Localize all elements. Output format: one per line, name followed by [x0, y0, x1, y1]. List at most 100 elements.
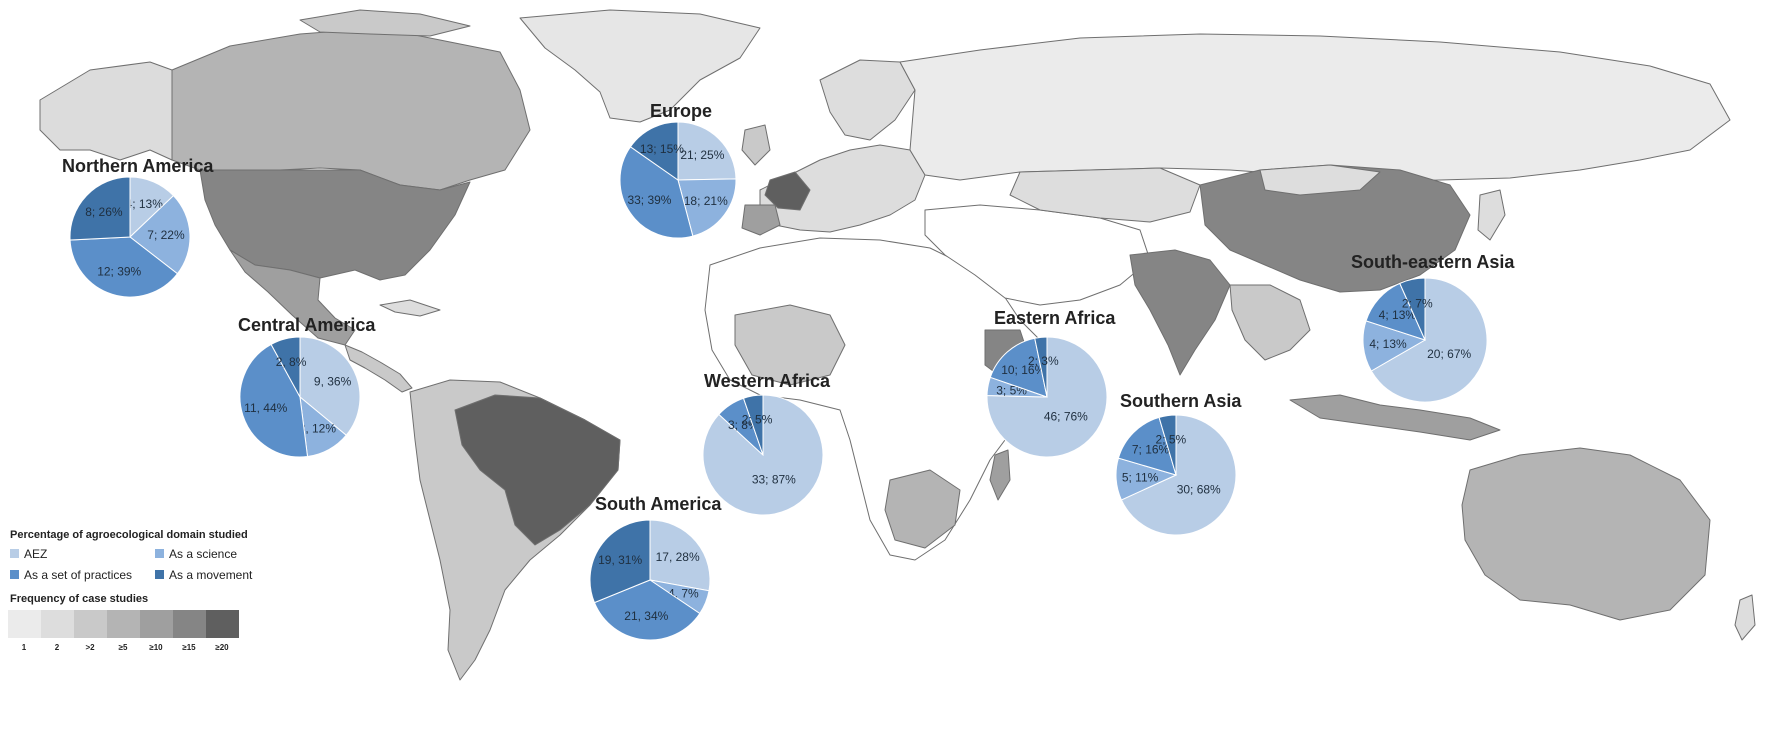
region-title-eastern-africa: Eastern Africa [994, 308, 1116, 328]
pie-slice-central-america-aez [299, 336, 361, 436]
china-shape [1199, 164, 1471, 293]
pie-label-south-eastern-asia-as-a-science: 4; 13% [1369, 337, 1407, 351]
pie-label-central-america-as-a-set-of-practices: 11, 44% [244, 401, 287, 415]
pie-northern-america: 4; 13% 7; 22% 12; 39% 8; 26% [69, 176, 191, 298]
legend-frequency-title: Frequency of case studies [10, 593, 148, 605]
pie-slice-europe-as-a-science [677, 178, 737, 237]
region-title-northern-america: Northern America [62, 156, 214, 176]
pie-label-south-eastern-asia-as-a-set-of-practices: 4; 13% [1379, 308, 1417, 322]
pie-label-eastern-africa-as-a-movement: 2; 3% [1028, 354, 1059, 368]
pie-label-europe-aez: 21; 25% [680, 148, 724, 162]
pie-slice-southern-asia-as-a-set-of-practices [1117, 416, 1177, 476]
pie-label-south-america-as-a-movement: 19, 31% [598, 553, 642, 567]
pie-eastern-africa: 46; 76%3; 5%10; 16%2; 3% [986, 336, 1108, 458]
new-zealand-shape [1734, 594, 1756, 641]
frequency-swatch-2 [41, 610, 74, 638]
pie-label-eastern-africa-as-a-set-of-practices: 10; 16% [1001, 363, 1045, 377]
pie-slice-europe-aez [677, 121, 737, 181]
pie-label-south-eastern-asia-aez: 20; 67% [1427, 347, 1471, 361]
legend-item-science: As a science [169, 547, 237, 561]
brazil-shape [454, 394, 621, 546]
pie-label-central-america-aez: 9, 36% [314, 375, 352, 389]
pie-label-eastern-africa-aez: 46; 76% [1044, 409, 1088, 423]
iberia-shape [741, 204, 781, 236]
mongolia-shape [1259, 164, 1381, 196]
region-title-southern-asia: Southern Asia [1120, 391, 1242, 411]
legend-swatch-practices [10, 570, 19, 579]
frequency-label-7: ≥20 [215, 643, 229, 652]
pie-slice-southern-asia-aez [1120, 414, 1237, 536]
pie-slice-south-america-as-a-set-of-practices [593, 579, 701, 641]
pie-western-africa: 33; 87%3; 8%2; 5% [702, 394, 824, 516]
pie-label-europe-as-a-set-of-practices: 33; 39% [627, 193, 671, 207]
pie-label-northern-america-as-a-movement: 8; 26% [85, 205, 123, 219]
legend-swatch-science [155, 549, 164, 558]
europe-shape [759, 144, 926, 233]
pie-slice-northern-america-as-a-set-of-practices [69, 236, 179, 298]
france-shape [764, 171, 811, 211]
frequency-label-4: ≥5 [119, 643, 128, 652]
madagascar-shape [989, 449, 1011, 501]
pie-slice-southern-asia-as-a-movement [1158, 414, 1177, 476]
frequency-label-1: 1 [22, 643, 27, 652]
pie-label-south-america-as-a-set-of-practices: 21, 34% [624, 609, 668, 623]
russia-shape [899, 33, 1731, 183]
indonesia-shape [1289, 394, 1501, 441]
pie-south-america: 17, 28%4, 7%21, 34%19, 31% [589, 519, 711, 641]
africa-west-countries [734, 304, 846, 386]
india-shape [1129, 249, 1231, 376]
pie-label-southern-asia-as-a-movement: 2; 5% [1156, 432, 1187, 446]
pie-slice-south-america-aez [649, 519, 711, 592]
legend-item-aez: AEZ [24, 547, 47, 561]
pie-label-central-america-as-a-movement: 2, 8% [276, 355, 307, 369]
pie-slice-eastern-africa-as-a-set-of-practices [989, 337, 1048, 398]
central-america-shape [344, 344, 413, 393]
canada-shape [171, 27, 531, 191]
alaska-shape [39, 61, 173, 161]
scandinavia-shape [819, 59, 916, 141]
pie-label-southern-asia-as-a-science: 5; 11% [1122, 471, 1159, 485]
legend-domain-title: Percentage of agroecological domain stud… [10, 529, 248, 541]
central-asia-shape [1009, 167, 1201, 223]
pie-slice-europe-as-a-set-of-practices [619, 146, 694, 239]
pie-label-western-africa-as-a-movement: 2; 5% [742, 412, 773, 426]
pie-label-europe-as-a-science: 18; 21% [684, 194, 728, 208]
region-title-central-america: Central America [238, 315, 376, 335]
greenland-shape [519, 9, 761, 123]
japan-shape [1477, 189, 1506, 241]
legend-swatch-movement [155, 570, 164, 579]
legend-swatch-aez [10, 549, 19, 558]
pie-slice-central-america-as-a-set-of-practices [239, 343, 309, 458]
pie-label-south-eastern-asia-as-a-movement: 2; 7% [1402, 297, 1433, 311]
africa-southern-countries [884, 469, 961, 549]
frequency-swatch-1 [8, 610, 41, 638]
pie-label-central-america-as-a-science: 3, 12% [299, 422, 337, 436]
pie-label-northern-america-as-a-science: 7; 22% [147, 228, 185, 242]
region-title-south-eastern-asia: South-eastern Asia [1351, 252, 1515, 272]
se-asia-mainland [1229, 284, 1311, 361]
legend: Percentage of agroecological domain stud… [8, 529, 253, 652]
pie-label-south-america-aez: 17, 28% [656, 550, 700, 564]
pie-slice-south-america-as-a-movement [589, 519, 651, 604]
pie-southern-asia: 30; 68% 5; 11% 7; 16%2; 5% [1115, 414, 1237, 536]
frequency-swatch-3 [74, 610, 107, 638]
pie-slice-western-africa-aez [702, 394, 824, 516]
pie-europe: 21; 25% 18; 21% 33; 39% 13; 15% [619, 121, 737, 239]
pie-slice-central-america-as-a-movement [270, 336, 301, 398]
frequency-label-3: >2 [85, 643, 95, 652]
legend-item-practices: As a set of practices [24, 568, 132, 582]
arctic-islands-shape [299, 9, 471, 37]
legend-item-movement: As a movement [169, 568, 253, 582]
usa-shape [199, 169, 471, 281]
frequency-label-6: ≥15 [182, 643, 196, 652]
pie-slice-europe-as-a-movement [629, 121, 679, 181]
pie-label-western-africa-aez: 33; 87% [752, 473, 796, 487]
frequency-swatch-7 [206, 610, 239, 638]
region-title-europe: Europe [650, 101, 712, 121]
frequency-label-5: ≥10 [149, 643, 163, 652]
frequency-swatch-4 [107, 610, 140, 638]
pie-slice-south-eastern-asia-aez [1370, 277, 1488, 403]
uk-shape [741, 124, 771, 166]
